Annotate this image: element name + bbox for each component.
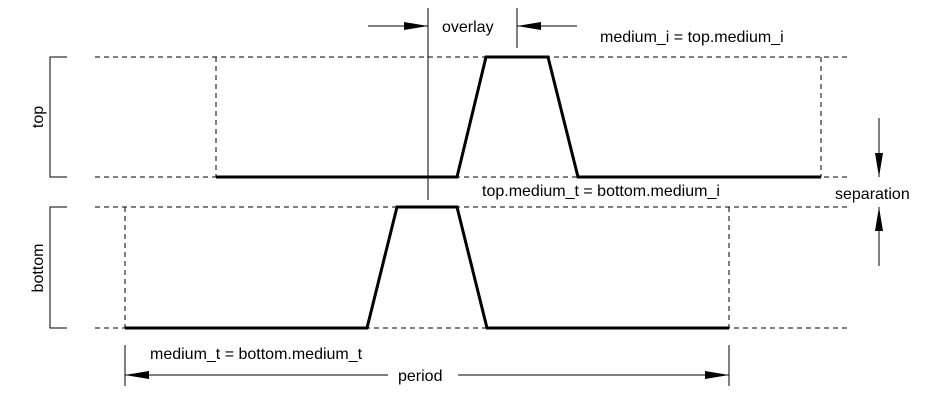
separation-label: separation <box>835 186 910 203</box>
top-bracket <box>49 56 67 178</box>
period-dimension <box>124 345 730 386</box>
overlay-arrow-left <box>517 22 541 30</box>
interface-equation: top.medium_t = bottom.medium_i <box>482 183 720 200</box>
overlay-dimension <box>368 8 577 200</box>
separation-dimension <box>875 118 883 266</box>
bottom-grating <box>95 205 850 330</box>
separation-arrow-down <box>875 153 883 177</box>
period-arrow-left <box>125 371 149 379</box>
medium-t-equation: medium_t = bottom.medium_t <box>150 346 363 363</box>
top-grating <box>95 55 850 179</box>
separation-arrow-up <box>875 207 883 231</box>
period-label: period <box>398 368 442 385</box>
top-label: top <box>30 106 47 128</box>
bottom-bracket <box>49 206 67 329</box>
medium-i-equation: medium_i = top.medium_i <box>600 29 784 46</box>
bottom-profile <box>125 205 729 330</box>
period-arrow-right <box>705 371 729 379</box>
bottom-label: bottom <box>30 244 47 293</box>
overlay-label: overlay <box>442 19 494 36</box>
top-profile <box>216 55 821 179</box>
overlay-arrow-right <box>404 22 428 30</box>
